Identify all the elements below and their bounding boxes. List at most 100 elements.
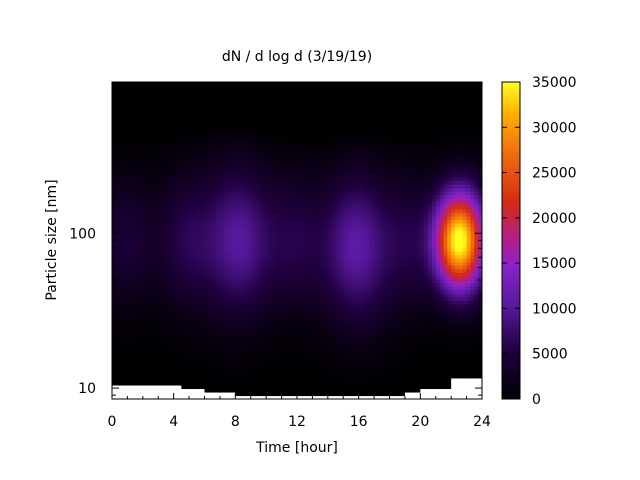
heatmap-cell (181, 163, 186, 168)
heatmap-cell (231, 191, 236, 196)
heatmap-cell (235, 208, 240, 213)
heatmap-cell (300, 258, 306, 263)
heatmap-cell (270, 303, 275, 309)
heatmap-cell (127, 363, 132, 368)
heatmap-cell (112, 381, 117, 386)
heatmap-cell (177, 229, 182, 235)
heatmap-cell (273, 96, 279, 101)
heatmap-cell (297, 317, 302, 323)
heatmap-cell (192, 85, 198, 90)
heatmap-cell (123, 261, 129, 266)
heatmap-cell (158, 377, 163, 382)
heatmap-cell (219, 367, 225, 372)
heatmap-cell (135, 103, 140, 108)
heatmap-cell (169, 335, 175, 340)
heatmap-cell (185, 321, 190, 326)
heatmap-cell (304, 342, 310, 347)
heatmap-cell (119, 215, 125, 220)
heatmap-cell (173, 342, 179, 347)
heatmap-cell (293, 303, 298, 309)
heatmap-cell (285, 138, 290, 143)
heatmap-cell (142, 356, 148, 361)
heatmap-cell (320, 120, 325, 125)
heatmap-cell (227, 328, 233, 333)
heatmap-cell (231, 127, 236, 132)
heatmap-cell (308, 303, 314, 309)
heatmap-cell (127, 279, 132, 284)
heatmap-cell (154, 300, 159, 305)
heatmap-cell (135, 82, 140, 87)
heatmap-cell (273, 117, 279, 122)
heatmap-cell (254, 170, 260, 175)
heatmap-cell (239, 286, 244, 291)
heatmap-cell (312, 332, 317, 337)
heatmap-cell (154, 325, 159, 330)
heatmap-cell (231, 106, 236, 111)
heatmap-cell (281, 96, 287, 101)
heatmap-cell (146, 353, 152, 358)
heatmap-cell (216, 258, 221, 263)
heatmap-cell (266, 229, 271, 235)
heatmap-cell (254, 391, 260, 397)
heatmap-cell (131, 247, 136, 252)
heatmap-cell (115, 388, 121, 393)
heatmap-cell (273, 342, 279, 347)
heatmap-cell (258, 96, 263, 101)
heatmap-cell (142, 219, 148, 224)
heatmap-cell (135, 215, 140, 220)
heatmap-cell (162, 300, 167, 305)
heatmap-cell (293, 370, 298, 375)
heatmap-cell (254, 261, 260, 266)
heatmap-cell (273, 254, 279, 259)
heatmap-cell (112, 282, 117, 287)
heatmap-cell (285, 236, 290, 242)
heatmap-cell (135, 117, 140, 122)
heatmap-cell (212, 328, 217, 333)
heatmap-cell (270, 265, 275, 270)
heatmap-cell (262, 89, 267, 94)
heatmap-cell (223, 349, 229, 354)
heatmap-cell (208, 328, 213, 333)
heatmap-cell (200, 303, 206, 309)
heatmap-cell (304, 170, 310, 175)
heatmap-cell (316, 349, 321, 354)
heatmap-cell (127, 205, 132, 210)
heatmap-cell (123, 148, 129, 154)
heatmap-cell (239, 180, 244, 185)
heatmap-cell (208, 258, 213, 263)
heatmap-cell (146, 229, 152, 235)
heatmap-cell (185, 381, 190, 386)
heatmap-cell (227, 187, 233, 192)
heatmap-cell (254, 236, 260, 242)
heatmap-cell (297, 103, 302, 108)
heatmap-cell (273, 367, 279, 372)
heatmap-cell (158, 85, 163, 90)
heatmap-cell (246, 349, 252, 354)
heatmap-cell (239, 261, 244, 266)
heatmap-cell (127, 226, 132, 231)
heatmap-cell (285, 303, 290, 309)
heatmap-cell (300, 240, 306, 245)
heatmap-cell (158, 226, 163, 231)
heatmap-cell (135, 180, 140, 185)
heatmap-cell (162, 180, 167, 185)
heatmap-cell (258, 342, 263, 347)
heatmap-cell (216, 279, 221, 284)
heatmap-cell (115, 360, 121, 365)
heatmap-cell (250, 134, 256, 139)
heatmap-cell (320, 127, 325, 132)
heatmap-cell (173, 356, 179, 361)
heatmap-cell (293, 317, 298, 323)
heatmap-cell (150, 131, 155, 136)
heatmap-cell (115, 346, 121, 351)
heatmap-cell (293, 120, 298, 125)
heatmap-cell (154, 120, 159, 125)
heatmap-cell (150, 279, 155, 284)
heatmap-cell (138, 296, 144, 301)
heatmap-cell (112, 251, 117, 256)
heatmap-cell (293, 173, 298, 178)
heatmap-cell (196, 110, 202, 115)
heatmap-cell (177, 370, 182, 375)
heatmap-cell (227, 282, 233, 287)
heatmap-cell (219, 219, 225, 224)
